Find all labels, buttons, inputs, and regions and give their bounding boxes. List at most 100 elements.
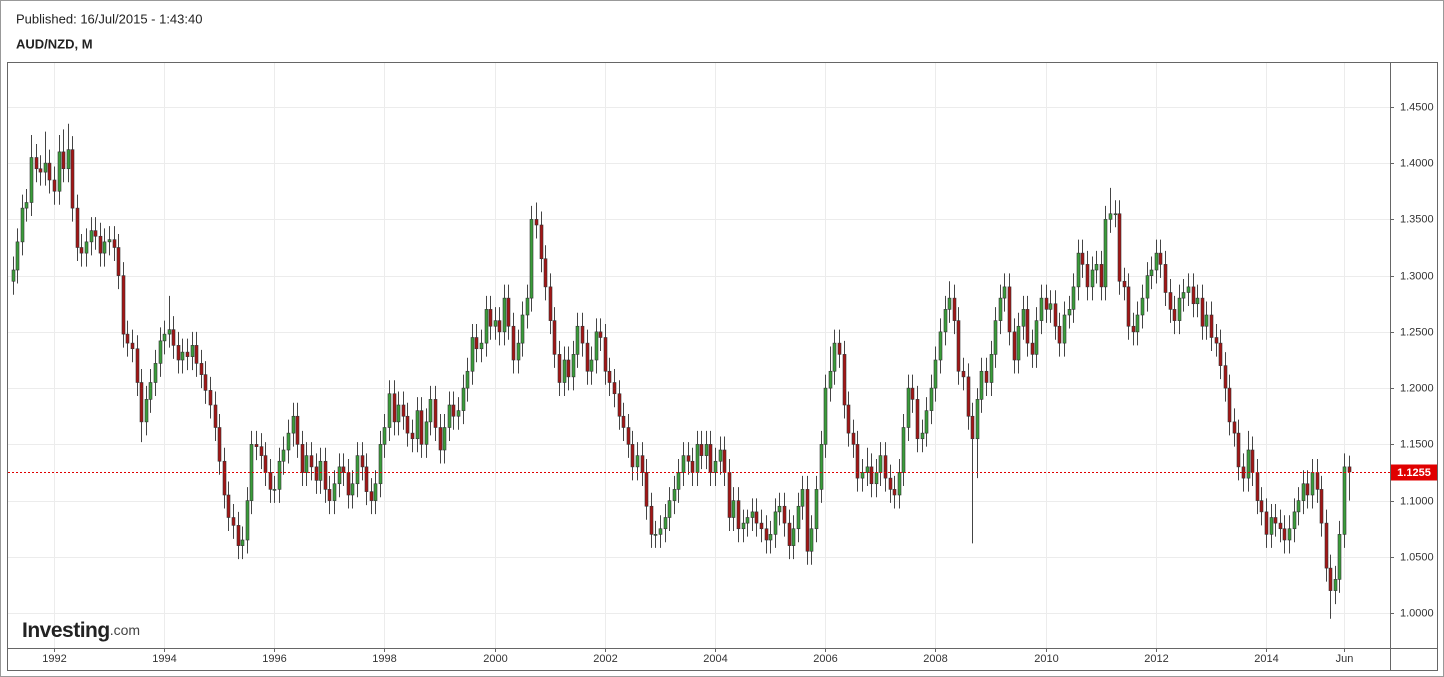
candle-body (718, 449, 723, 462)
candle-body (520, 314, 525, 344)
candle-body (277, 460, 282, 490)
candle-body (373, 483, 378, 501)
candle-body (1209, 314, 1214, 338)
logo-name: Investing (22, 619, 110, 642)
candle-body (979, 370, 984, 400)
candle-body (1140, 297, 1145, 316)
candle-body (1301, 483, 1306, 501)
candle-body (323, 460, 328, 490)
candle-body (1186, 286, 1191, 293)
candle-body (1191, 286, 1196, 305)
logo: Investing.com (22, 619, 140, 642)
candle-body (883, 455, 888, 479)
candle-body (676, 472, 681, 490)
candle-body (580, 325, 585, 344)
candle-body (594, 331, 599, 361)
candle-body (332, 483, 337, 501)
candle-body (217, 427, 222, 462)
candle-body (47, 162, 52, 181)
candle-body (943, 309, 948, 333)
candle-body (745, 517, 750, 524)
candle-body (805, 489, 810, 552)
candle-body (828, 370, 833, 389)
candle-body (837, 342, 842, 355)
candle-body (102, 241, 107, 254)
candle-body (1012, 331, 1017, 361)
candle-body (1007, 286, 1012, 333)
candle-body (1342, 466, 1347, 535)
candle-body (722, 449, 727, 473)
candle-body (84, 241, 89, 254)
candle-body (1103, 219, 1108, 288)
candle-body (1149, 269, 1154, 276)
y-tick-label: 1.3000 (1400, 270, 1434, 282)
logo-suffix: .com (110, 622, 140, 638)
candle-body (874, 472, 879, 485)
candle-body (731, 500, 736, 518)
candle-body (649, 505, 654, 535)
candle-body (208, 390, 213, 406)
candle-body (552, 320, 557, 355)
candle-body (493, 320, 498, 327)
candle-body (1126, 286, 1131, 327)
candle-body (281, 449, 286, 462)
candle-body (897, 472, 902, 496)
candle-body (562, 359, 567, 383)
published: Published: 16/Jul/2015 - 1:43:40 (16, 11, 202, 26)
candle-body (484, 309, 489, 344)
candle-body (79, 247, 84, 254)
candle-body (506, 297, 511, 327)
candle-body (1264, 511, 1269, 535)
candle-body (346, 472, 351, 496)
candle-body (1076, 252, 1081, 288)
candle-body (1062, 314, 1067, 344)
candle-body (148, 382, 153, 400)
candle-body (470, 337, 475, 372)
candle-body (291, 415, 296, 434)
x-tick-label: Jun (1336, 653, 1354, 665)
candle-body (1195, 297, 1200, 305)
y-tick-label: 1.2500 (1400, 326, 1434, 338)
candle-body (626, 427, 631, 445)
candle-body (1030, 342, 1035, 355)
candle-body (557, 354, 562, 383)
candle-body (1282, 528, 1287, 541)
candle-body (603, 337, 608, 372)
candle-body (511, 325, 516, 361)
candle-body (924, 410, 929, 434)
candle-body (369, 491, 374, 501)
candle-body (1034, 320, 1039, 355)
candle-body (759, 522, 764, 530)
y-tick-label: 1.1500 (1400, 438, 1434, 450)
candle-body (630, 444, 635, 468)
candle-body (112, 239, 117, 248)
candle-body (1135, 314, 1140, 333)
candle-body (300, 444, 305, 473)
chart-frame (7, 62, 1438, 671)
candle-body (865, 466, 870, 473)
candle-body (70, 149, 75, 209)
candle-body (1016, 325, 1021, 361)
candle-body (1236, 432, 1241, 468)
candle-body (254, 444, 259, 447)
candle-body (107, 239, 112, 243)
candle-body (171, 329, 176, 346)
candle-body (1053, 303, 1058, 327)
candle-body (777, 505, 782, 513)
candle-body (295, 415, 300, 445)
x-tick-label: 2012 (1144, 653, 1168, 665)
candle-body (970, 415, 975, 440)
last-price-box (1391, 464, 1437, 481)
candle-body (1090, 269, 1095, 288)
candle-body (405, 415, 410, 434)
candle-body (1218, 342, 1223, 366)
candle-body (1172, 309, 1177, 321)
candle-body (497, 320, 502, 333)
candle-body (401, 404, 406, 417)
candle-body (695, 444, 700, 473)
candle-body (529, 219, 534, 299)
candle-body (1232, 421, 1237, 434)
candle-body (819, 444, 824, 490)
chart-title: AUD/NZD, M (16, 36, 93, 51)
